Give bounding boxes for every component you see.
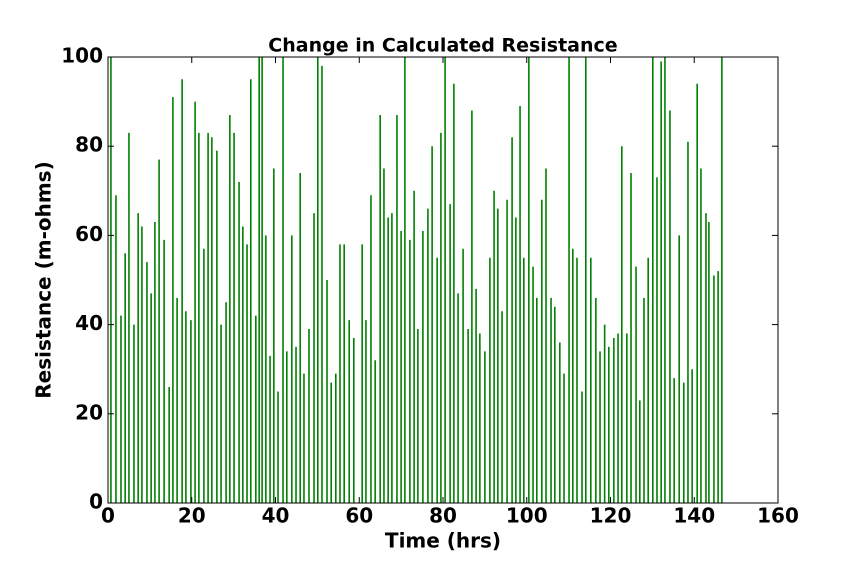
- x-tick-label: 100: [506, 504, 548, 528]
- y-tick-label: 0: [89, 490, 103, 514]
- x-tick-label: 40: [262, 504, 290, 528]
- y-tick-label: 80: [75, 133, 103, 157]
- x-axis-label: Time (hrs): [385, 529, 501, 553]
- x-tick-label: 0: [101, 504, 115, 528]
- y-tick-label: 60: [75, 222, 103, 246]
- x-tick-label: 160: [757, 504, 799, 528]
- y-tick-label: 100: [61, 44, 103, 68]
- x-tick-label: 80: [429, 504, 457, 528]
- y-axis-label: Resistance (m-ohms): [32, 161, 56, 398]
- x-tick-label: 140: [673, 504, 715, 528]
- chart-title: Change in Calculated Resistance: [268, 35, 617, 57]
- x-tick-label: 120: [590, 504, 632, 528]
- x-tick-label: 20: [178, 504, 206, 528]
- y-tick-label: 20: [75, 400, 103, 424]
- plot-frame: [107, 56, 779, 504]
- y-tick-label: 40: [75, 311, 103, 335]
- x-tick-label: 60: [345, 504, 373, 528]
